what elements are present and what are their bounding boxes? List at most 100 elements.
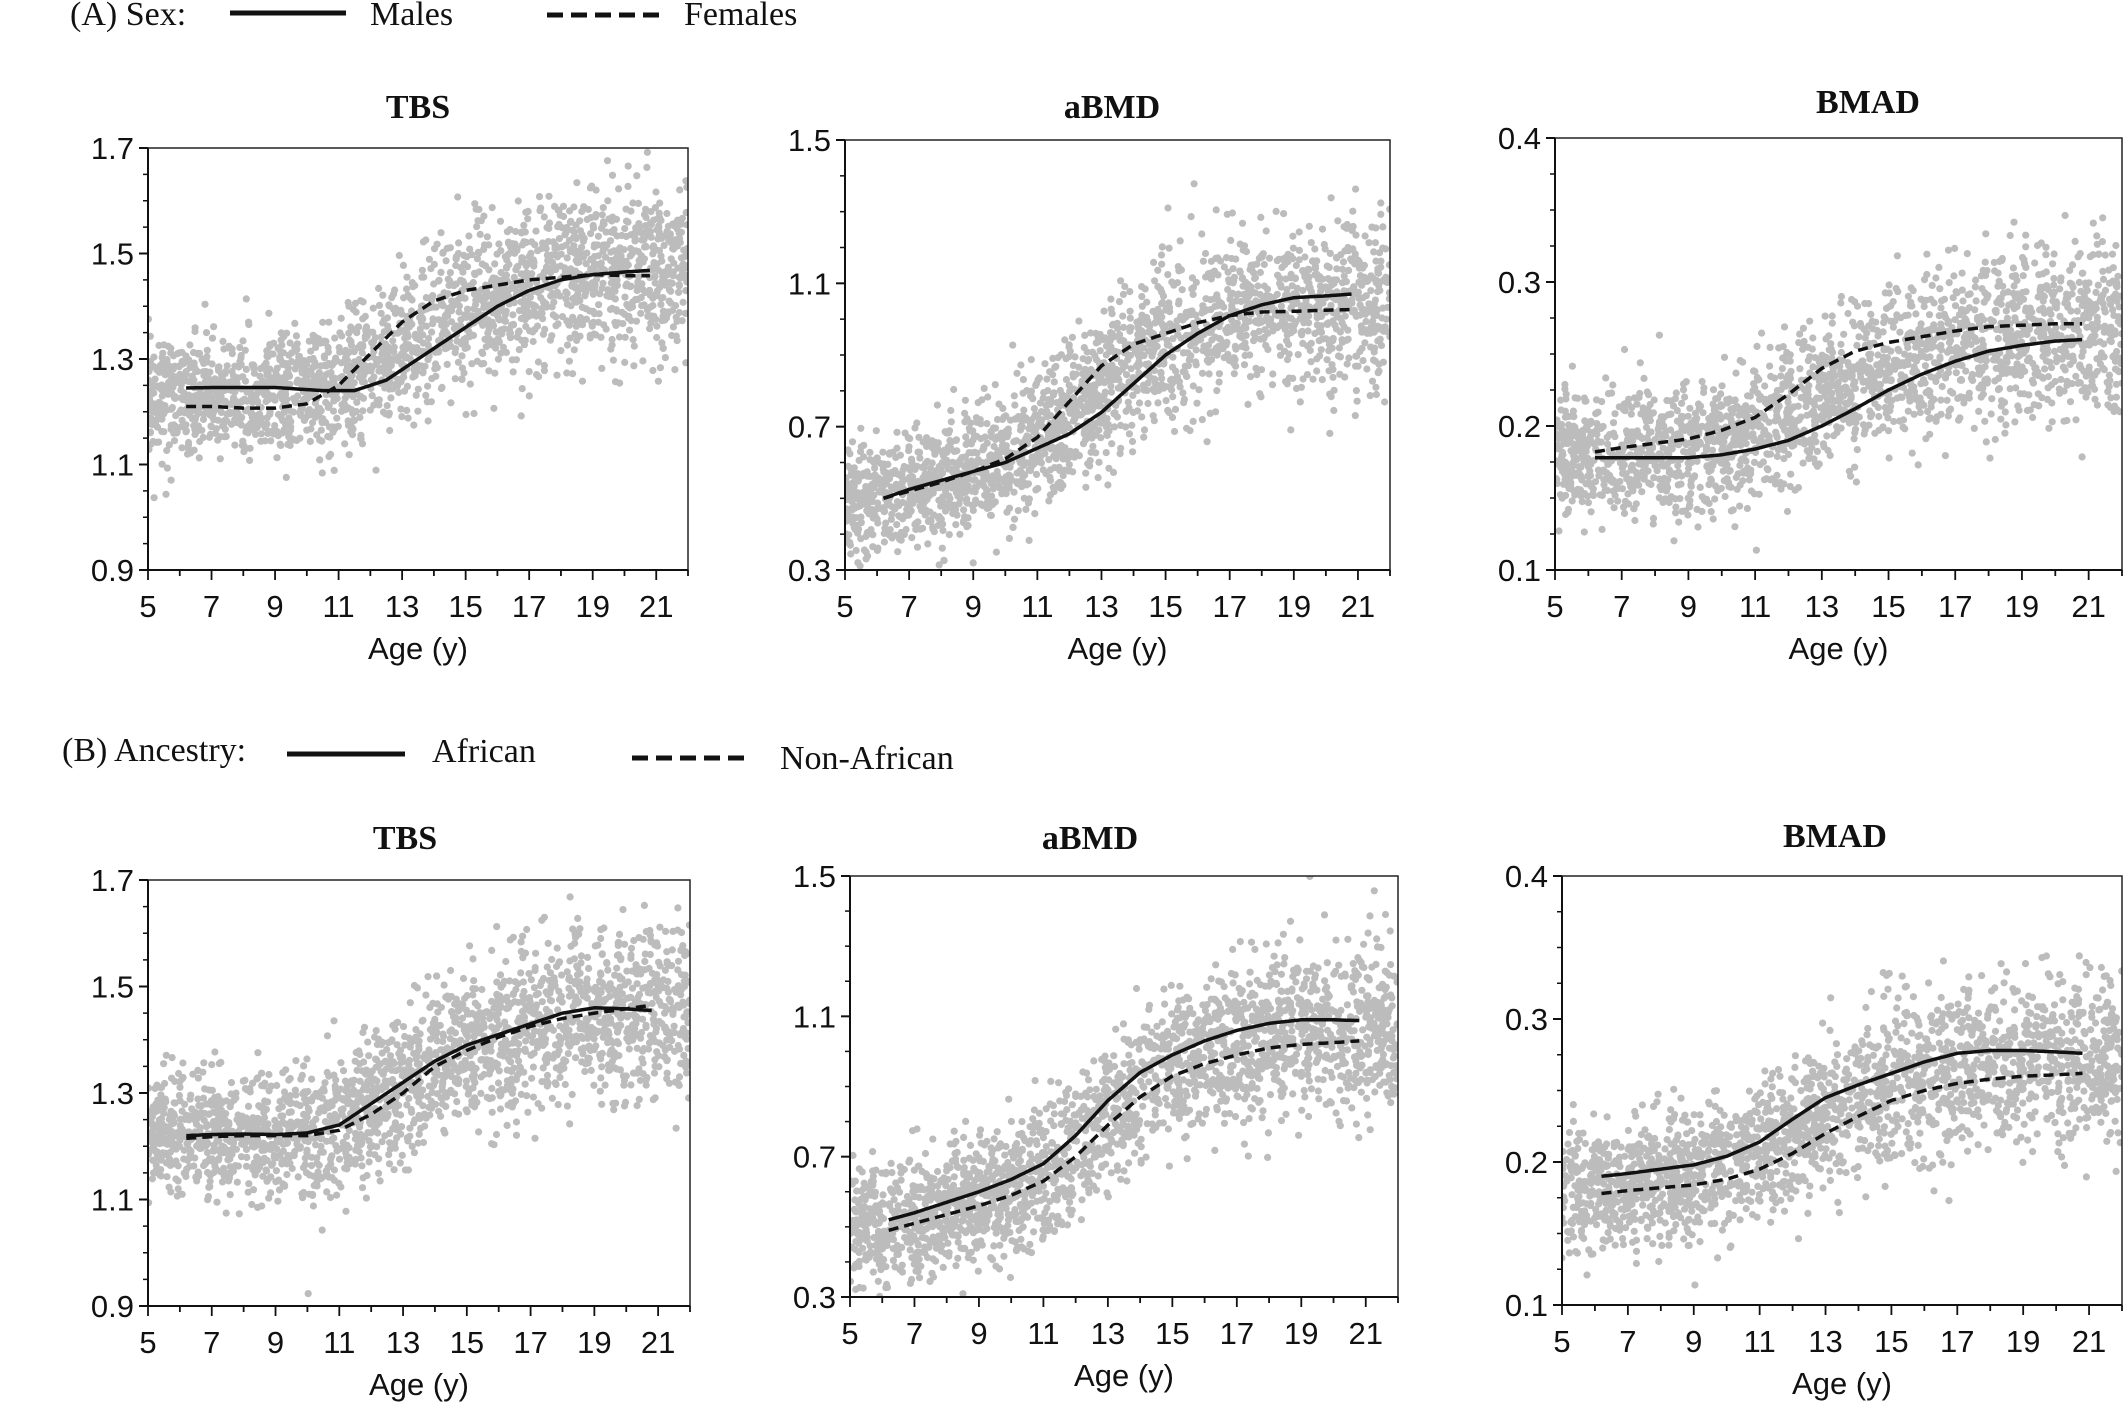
y-tick-label: 0.1 (1505, 1288, 1548, 1323)
legend-sex: (A) Sex: Males Females (70, 0, 797, 33)
x-tick-label: 7 (900, 589, 917, 624)
x-tick-label: 9 (1685, 1324, 1702, 1359)
x-tick-label: 15 (1148, 589, 1182, 624)
legend-ancestry-label: (B) Ancestry: (62, 732, 246, 769)
x-tick-label: 11 (1744, 1324, 1776, 1359)
panel-2-abmd: 0.3 0.7 1.1 1.5 5 7 9 11 13 15 17 19 21 Age (y) aBMD (788, 89, 1391, 666)
y-tick-label: 0.3 (793, 1280, 836, 1315)
y-tick-label: 0.9 (91, 1289, 134, 1324)
y-tick-label: 0.4 (1505, 859, 1548, 894)
x-tick-label: 15 (1155, 1316, 1189, 1351)
x-axis-label: Age (y) (1068, 631, 1168, 666)
y-tick-label: 0.2 (1505, 1145, 1548, 1180)
x-tick-label: 9 (970, 1316, 987, 1351)
y-tick-label: 1.5 (788, 123, 831, 158)
x-tick-label: 21 (1349, 1316, 1383, 1351)
series-line-non-african (186, 1003, 652, 1141)
panel-title: aBMD (1042, 820, 1138, 857)
y-tick-label: 0.9 (91, 553, 134, 588)
x-tick-label: 5 (139, 1325, 156, 1360)
y-tick-label: 0.3 (788, 553, 831, 588)
x-tick-label: 17 (1220, 1316, 1254, 1351)
x-tick-label: 9 (267, 1325, 284, 1360)
y-tick-label: 1.7 (91, 863, 134, 898)
x-tick-label: 9 (266, 589, 283, 624)
series-line-african (888, 1018, 1360, 1222)
x-tick-label: 13 (1091, 1316, 1125, 1351)
y-tick-label: 0.3 (1498, 265, 1541, 300)
x-tick-label: 19 (577, 1325, 611, 1360)
x-tick-label: 15 (1874, 1324, 1908, 1359)
x-axis-label: Age (y) (369, 1367, 469, 1402)
x-tick-label: 11 (1021, 589, 1053, 624)
legend-sex-solid-label: Males (370, 0, 453, 33)
series-line-females (883, 307, 1352, 500)
y-tick-label: 1.5 (91, 970, 134, 1005)
series-line-non-african (1601, 1071, 2083, 1196)
y-tick-label: 1.5 (91, 237, 134, 272)
panel-title: TBS (386, 89, 450, 126)
y-tick-label: 0.7 (788, 410, 831, 445)
y-tick-label: 1.1 (91, 1183, 134, 1218)
x-axis-label: Age (y) (1789, 631, 1889, 666)
x-tick-label: 5 (139, 589, 156, 624)
panel-title: TBS (373, 820, 437, 857)
x-tick-label: 11 (1739, 589, 1771, 624)
scatter-points (148, 893, 690, 1298)
x-tick-label: 9 (1680, 589, 1697, 624)
series-line-non-african (888, 1039, 1360, 1232)
x-tick-label: 21 (641, 1325, 675, 1360)
x-tick-label: 13 (1084, 589, 1118, 624)
x-tick-label: 5 (841, 1316, 858, 1351)
legend-sex-label: (A) Sex: (70, 0, 186, 33)
panels: 0.9 1.1 1.3 1.5 1.7 5 7 9 11 13 15 17 19 21 Age (y) TBS… (91, 84, 2123, 1402)
panel-6-bmad: 0.1 0.2 0.3 0.4 5 7 9 11 13 15 17 19 21 Age (y) BMAD (1505, 818, 2123, 1401)
x-tick-label: 17 (512, 589, 546, 624)
scatter-points (845, 180, 1390, 570)
scatter-points (1555, 211, 2122, 554)
x-tick-label: 13 (386, 1325, 420, 1360)
legend-ancestry-dashed-label: Non-African (780, 740, 954, 777)
scatter-points (1562, 952, 2122, 1289)
x-tick-label: 13 (1808, 1324, 1842, 1359)
x-tick-label: 19 (1277, 589, 1311, 624)
y-tick-label: 1.7 (91, 131, 134, 166)
panel-1-tbs: 0.9 1.1 1.3 1.5 1.7 5 7 9 11 13 15 17 19 21 Age (y) TBS (91, 89, 689, 666)
y-tick-label: 0.7 (793, 1140, 836, 1175)
x-tick-label: 19 (2005, 589, 2039, 624)
x-axis-label: Age (y) (1074, 1358, 1174, 1393)
x-tick-label: 5 (1553, 1324, 1570, 1359)
x-tick-label: 7 (906, 1316, 923, 1351)
y-tick-label: 0.4 (1498, 121, 1541, 156)
panel-title: BMAD (1816, 84, 1920, 121)
x-tick-label: 17 (513, 1325, 547, 1360)
y-tick-label: 1.5 (793, 859, 836, 894)
x-tick-label: 21 (639, 589, 673, 624)
y-tick-label: 0.1 (1498, 553, 1541, 588)
legend-sex-dashed-label: Females (684, 0, 797, 33)
panel-3-bmad: 0.1 0.2 0.3 0.4 5 7 9 11 13 15 17 19 21 Age (y) BMAD (1498, 84, 2123, 666)
x-tick-label: 7 (1613, 589, 1630, 624)
y-tick-label: 1.3 (91, 342, 134, 377)
x-axis-label: Age (y) (368, 631, 468, 666)
x-tick-label: 7 (203, 1325, 220, 1360)
x-tick-label: 21 (2072, 1324, 2106, 1359)
series-line-males (186, 268, 651, 393)
x-tick-label: 9 (965, 589, 982, 624)
series-line-african (186, 1006, 652, 1138)
x-tick-label: 17 (1940, 1324, 1974, 1359)
x-tick-label: 7 (1619, 1324, 1636, 1359)
x-tick-label: 13 (1805, 589, 1839, 624)
legend-ancestry-solid-label: African (432, 733, 536, 770)
x-tick-label: 5 (1546, 589, 1563, 624)
scatter-points (148, 148, 688, 502)
panel-4-tbs: 0.9 1.1 1.3 1.5 1.7 5 7 9 11 13 15 17 19 21 Age (y) TBS (91, 820, 691, 1402)
x-tick-label: 19 (1284, 1316, 1318, 1351)
x-tick-label: 19 (575, 589, 609, 624)
x-tick-label: 7 (203, 589, 220, 624)
series-line-females (1594, 322, 2082, 454)
series-line-african (1601, 1048, 2083, 1179)
y-tick-label: 1.1 (793, 999, 836, 1034)
x-tick-label: 15 (450, 1325, 484, 1360)
